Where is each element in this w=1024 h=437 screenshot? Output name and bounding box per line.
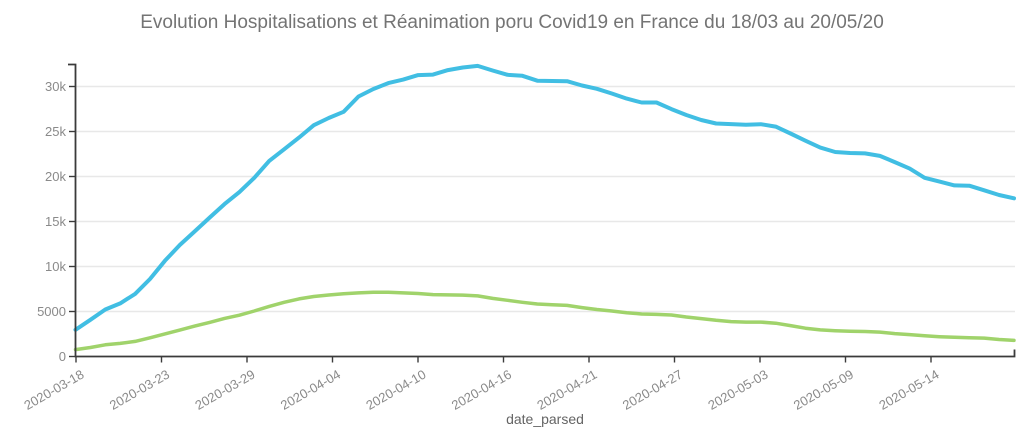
x-tick-label: 2020-04-04 (278, 367, 343, 413)
chart-title: Evolution Hospitalisations et Réanimatio… (140, 12, 884, 33)
y-axis-ticks: 0 5000 10k 15k 20k 25k 30k (37, 79, 76, 364)
x-tick-label: 2020-05-14 (876, 367, 941, 413)
x-tick-label: 2020-04-27 (620, 367, 685, 413)
reanimation-line (73, 290, 1016, 352)
y-tick-label: 30k (45, 79, 66, 94)
y-tick-label: 0 (59, 349, 66, 364)
axis-lines (68, 63, 1016, 358)
hospitalisations-line (73, 63, 1016, 332)
x-tick-label: 2020-05-09 (791, 367, 856, 413)
y-tick-label: 20k (45, 169, 66, 184)
y-tick-label: 15k (45, 214, 66, 229)
x-tick-label: 2020-04-21 (534, 367, 599, 413)
x-tick-label: 2020-03-18 (21, 367, 86, 413)
x-tick-label: 2020-03-23 (107, 367, 172, 413)
y-tick-label: 25k (45, 124, 66, 139)
x-tick-label: 2020-04-10 (363, 367, 428, 413)
y-tick-label: 5000 (37, 304, 66, 319)
y-tick-label: 10k (45, 259, 66, 274)
x-axis-title: date_parsed (506, 411, 584, 427)
x-tick-label: 2020-04-16 (449, 367, 514, 413)
x-tick-label: 2020-05-03 (705, 367, 770, 413)
y-gridlines (75, 85, 1015, 313)
x-tick-label: 2020-03-29 (192, 367, 257, 413)
x-axis-ticks: 2020-03-18 2020-03-23 2020-03-29 2020-04-04… (21, 356, 942, 413)
